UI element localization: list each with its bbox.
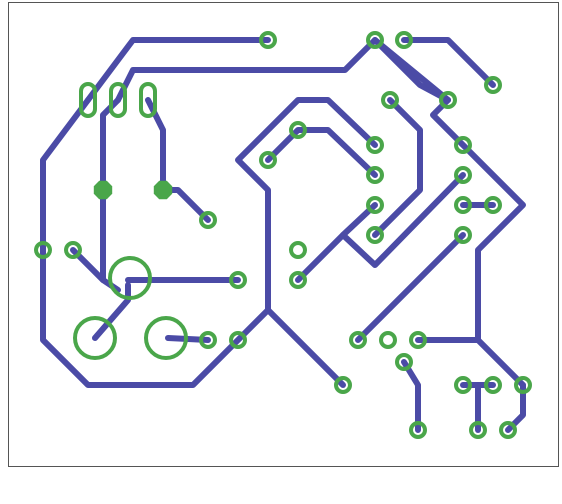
large-component-pad [144,316,188,360]
via-pad [64,241,82,259]
copper-trace [372,37,451,103]
via-pad [514,376,532,394]
copper-trace [235,97,378,313]
via-pad [289,121,307,139]
via-pad [381,91,399,109]
via-pad [366,226,384,244]
via-pad [454,166,472,184]
copper-trace [265,307,346,388]
copper-trace [115,37,451,103]
via-pad [229,271,247,289]
via-pad [199,211,217,229]
copper-trace [92,282,131,341]
via-pad [469,421,487,439]
via-pad [454,196,472,214]
copper-trace [295,172,466,283]
header-pad [79,82,97,118]
copper-trace [265,127,378,178]
via-pad [366,31,384,49]
via-pad [334,376,352,394]
via-pad [499,421,517,439]
via-pad [199,331,217,349]
via-pad [259,151,277,169]
copper-trace [40,97,271,388]
large-component-pad [108,256,152,300]
copper-trace [85,37,271,103]
via-pad [454,376,472,394]
trace-layer [40,37,526,433]
large-component-pad [73,316,117,360]
via-pad [366,196,384,214]
via-pad [379,331,397,349]
via-pad [484,76,502,94]
copper-trace [372,97,423,238]
octagon-pad [153,180,173,200]
via-pad [395,31,413,49]
via-pad [366,136,384,154]
via-pad [366,166,384,184]
pad-layer [34,31,532,439]
via-pad [454,136,472,154]
via-pad [484,196,502,214]
octagon-pad [93,180,113,200]
via-pad [229,331,247,349]
via-pad [34,241,52,259]
via-pad [289,271,307,289]
via-pad [454,226,472,244]
via-pad [484,376,502,394]
via-pad [439,91,457,109]
via-pad [395,353,413,371]
via-pad [259,31,277,49]
via-pad [349,331,367,349]
via-pad [289,241,307,259]
copper-trace [355,232,466,343]
header-pad [109,82,127,118]
copper-trace [401,37,496,88]
header-pad [139,82,157,118]
via-pad [409,421,427,439]
via-pad [409,331,427,349]
